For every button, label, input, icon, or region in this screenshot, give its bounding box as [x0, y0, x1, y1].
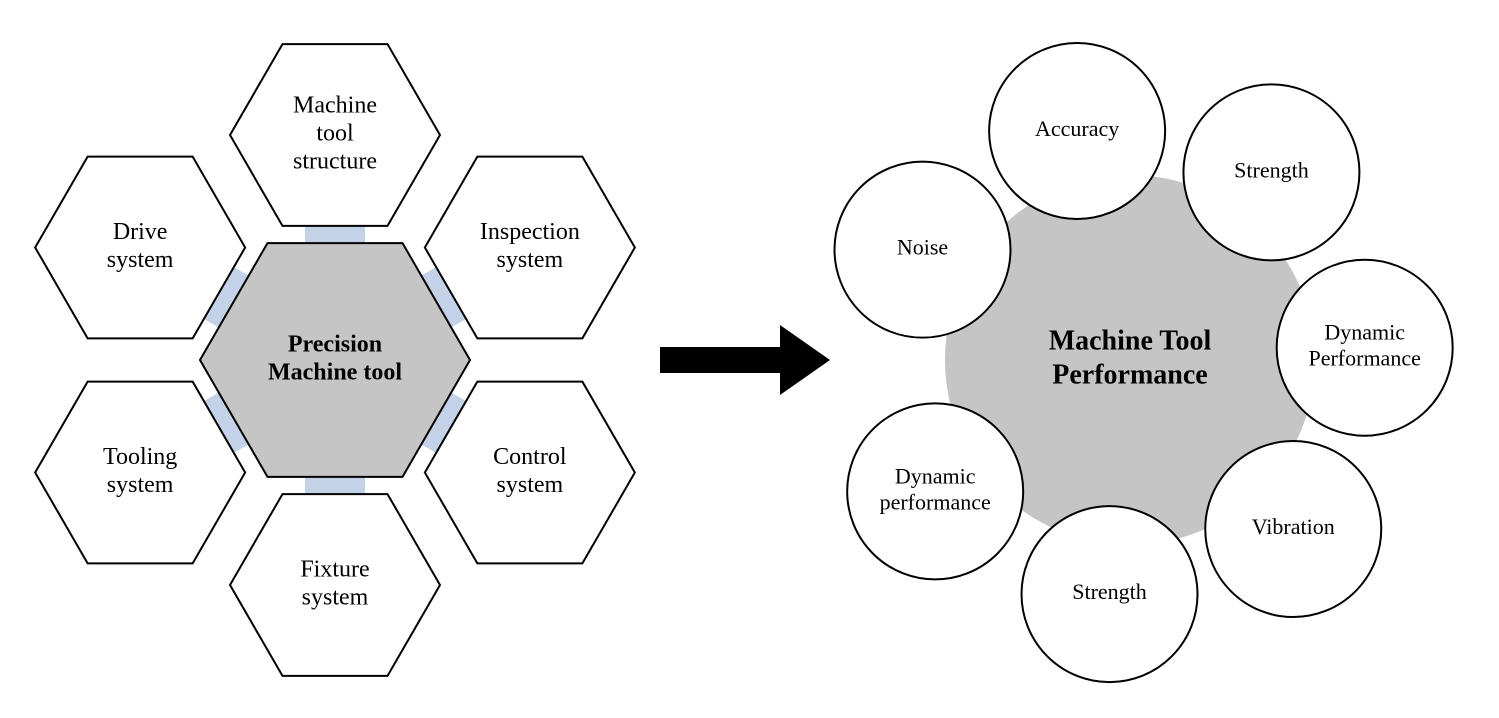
circle-outer-label-2-line-0: Dynamic: [1324, 320, 1405, 345]
hex-outer-label-4-line-1: system: [107, 472, 174, 498]
hex-outer-label-5-line-0: Drive: [113, 219, 168, 245]
hex-outer-label-4-line-0: Tooling: [103, 444, 177, 470]
circle-center-label-line-1: Performance: [1052, 359, 1207, 390]
circle-outer-label-1-line-0: Strength: [1234, 157, 1309, 182]
circle-center-label-line-0: Machine Tool: [1049, 325, 1212, 356]
hex-outer-label-5-line-1: system: [107, 247, 174, 273]
circle-outer-label-0-line-0: Accuracy: [1035, 116, 1119, 141]
hex-center-label-line-0: Precision: [288, 332, 382, 358]
circle-outer-label-5-line-0: Dynamic: [895, 463, 976, 488]
circle-outer-label-4-line-0: Strength: [1072, 579, 1147, 604]
hex-outer-label-0-line-2: structure: [293, 149, 377, 175]
hex-outer-label-1-line-1: system: [497, 247, 564, 273]
hex-outer-label-0-line-1: tool: [316, 121, 354, 147]
circle-outer-label-3-line-0: Vibration: [1252, 514, 1335, 539]
circle-outer-label-6-line-0: Noise: [897, 235, 948, 260]
hex-outer-label-3-line-0: Fixture: [300, 557, 369, 583]
circle-outer-label-5-line-1: performance: [880, 489, 991, 514]
hex-outer-label-3-line-1: system: [302, 585, 369, 611]
hex-outer-label-2-line-0: Control: [493, 444, 567, 470]
hex-center-label-line-1: Machine tool: [268, 360, 402, 386]
circle-outer-label-2-line-1: Performance: [1308, 346, 1420, 371]
hex-outer-label-0-line-0: Machine: [293, 93, 377, 119]
hex-outer-label-1-line-0: Inspection: [480, 219, 580, 245]
hex-outer-label-2-line-1: system: [497, 472, 564, 498]
arrow-right: [660, 325, 830, 395]
